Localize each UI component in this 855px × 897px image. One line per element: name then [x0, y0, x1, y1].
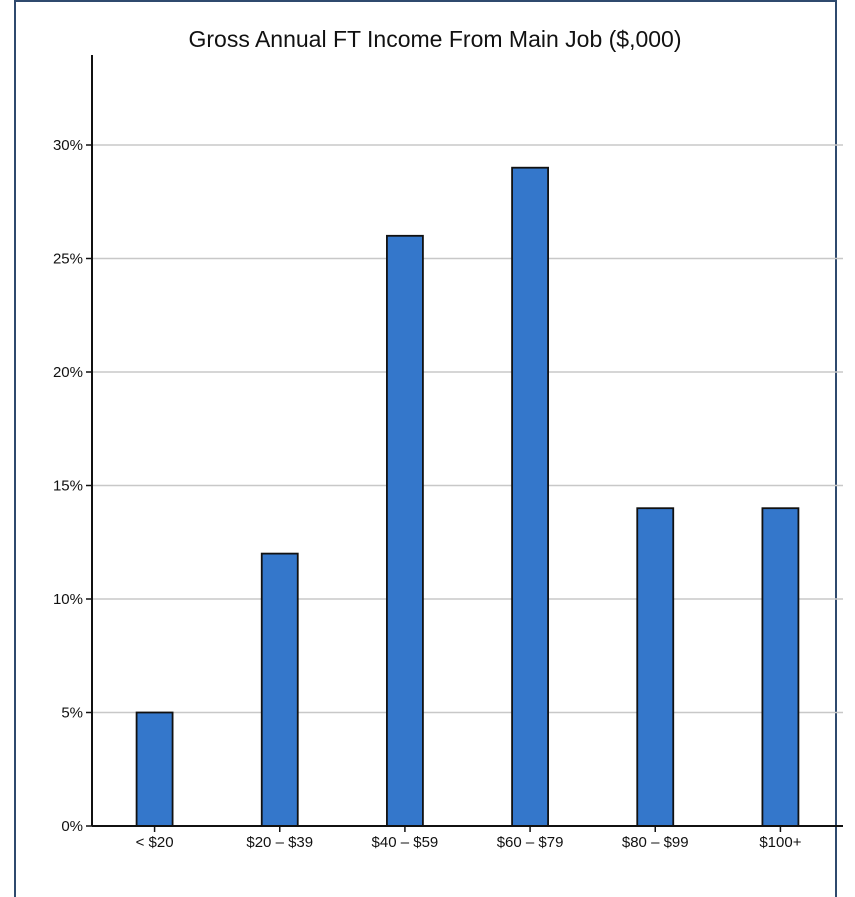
bars — [135, 166, 800, 827]
gridlines — [92, 144, 843, 714]
y-tick-label: 20% — [53, 364, 83, 381]
bar — [135, 711, 174, 827]
x-tick-label: < $20 — [136, 834, 174, 851]
x-tick-label: $100+ — [759, 834, 801, 851]
x-tick-label: $80 – $99 — [622, 834, 689, 851]
y-tick-label: 25% — [53, 251, 83, 268]
x-tick-label: $40 – $59 — [372, 834, 439, 851]
bar — [511, 166, 549, 827]
y-tick-label: 10% — [53, 591, 83, 608]
chart-title: Gross Annual FT Income From Main Job ($,… — [189, 26, 682, 52]
y-tick-label: 30% — [53, 137, 83, 154]
bar — [386, 234, 424, 827]
bar — [761, 507, 800, 827]
bar — [260, 552, 299, 827]
y-tick-label: 15% — [53, 478, 83, 495]
x-tick-label: $60 – $79 — [497, 834, 564, 851]
bar — [636, 507, 675, 827]
y-tick-labels: 0% 5% 10% 15% 20% 25% 30% — [53, 137, 92, 835]
x-tick-label: $20 – $39 — [246, 834, 313, 851]
y-tick-label: 5% — [61, 705, 83, 722]
y-tick-label: 0% — [61, 818, 83, 835]
x-tick-labels: < $20 $20 – $39 $40 – $59 $60 – $79 $80 – $9… — [136, 826, 802, 851]
